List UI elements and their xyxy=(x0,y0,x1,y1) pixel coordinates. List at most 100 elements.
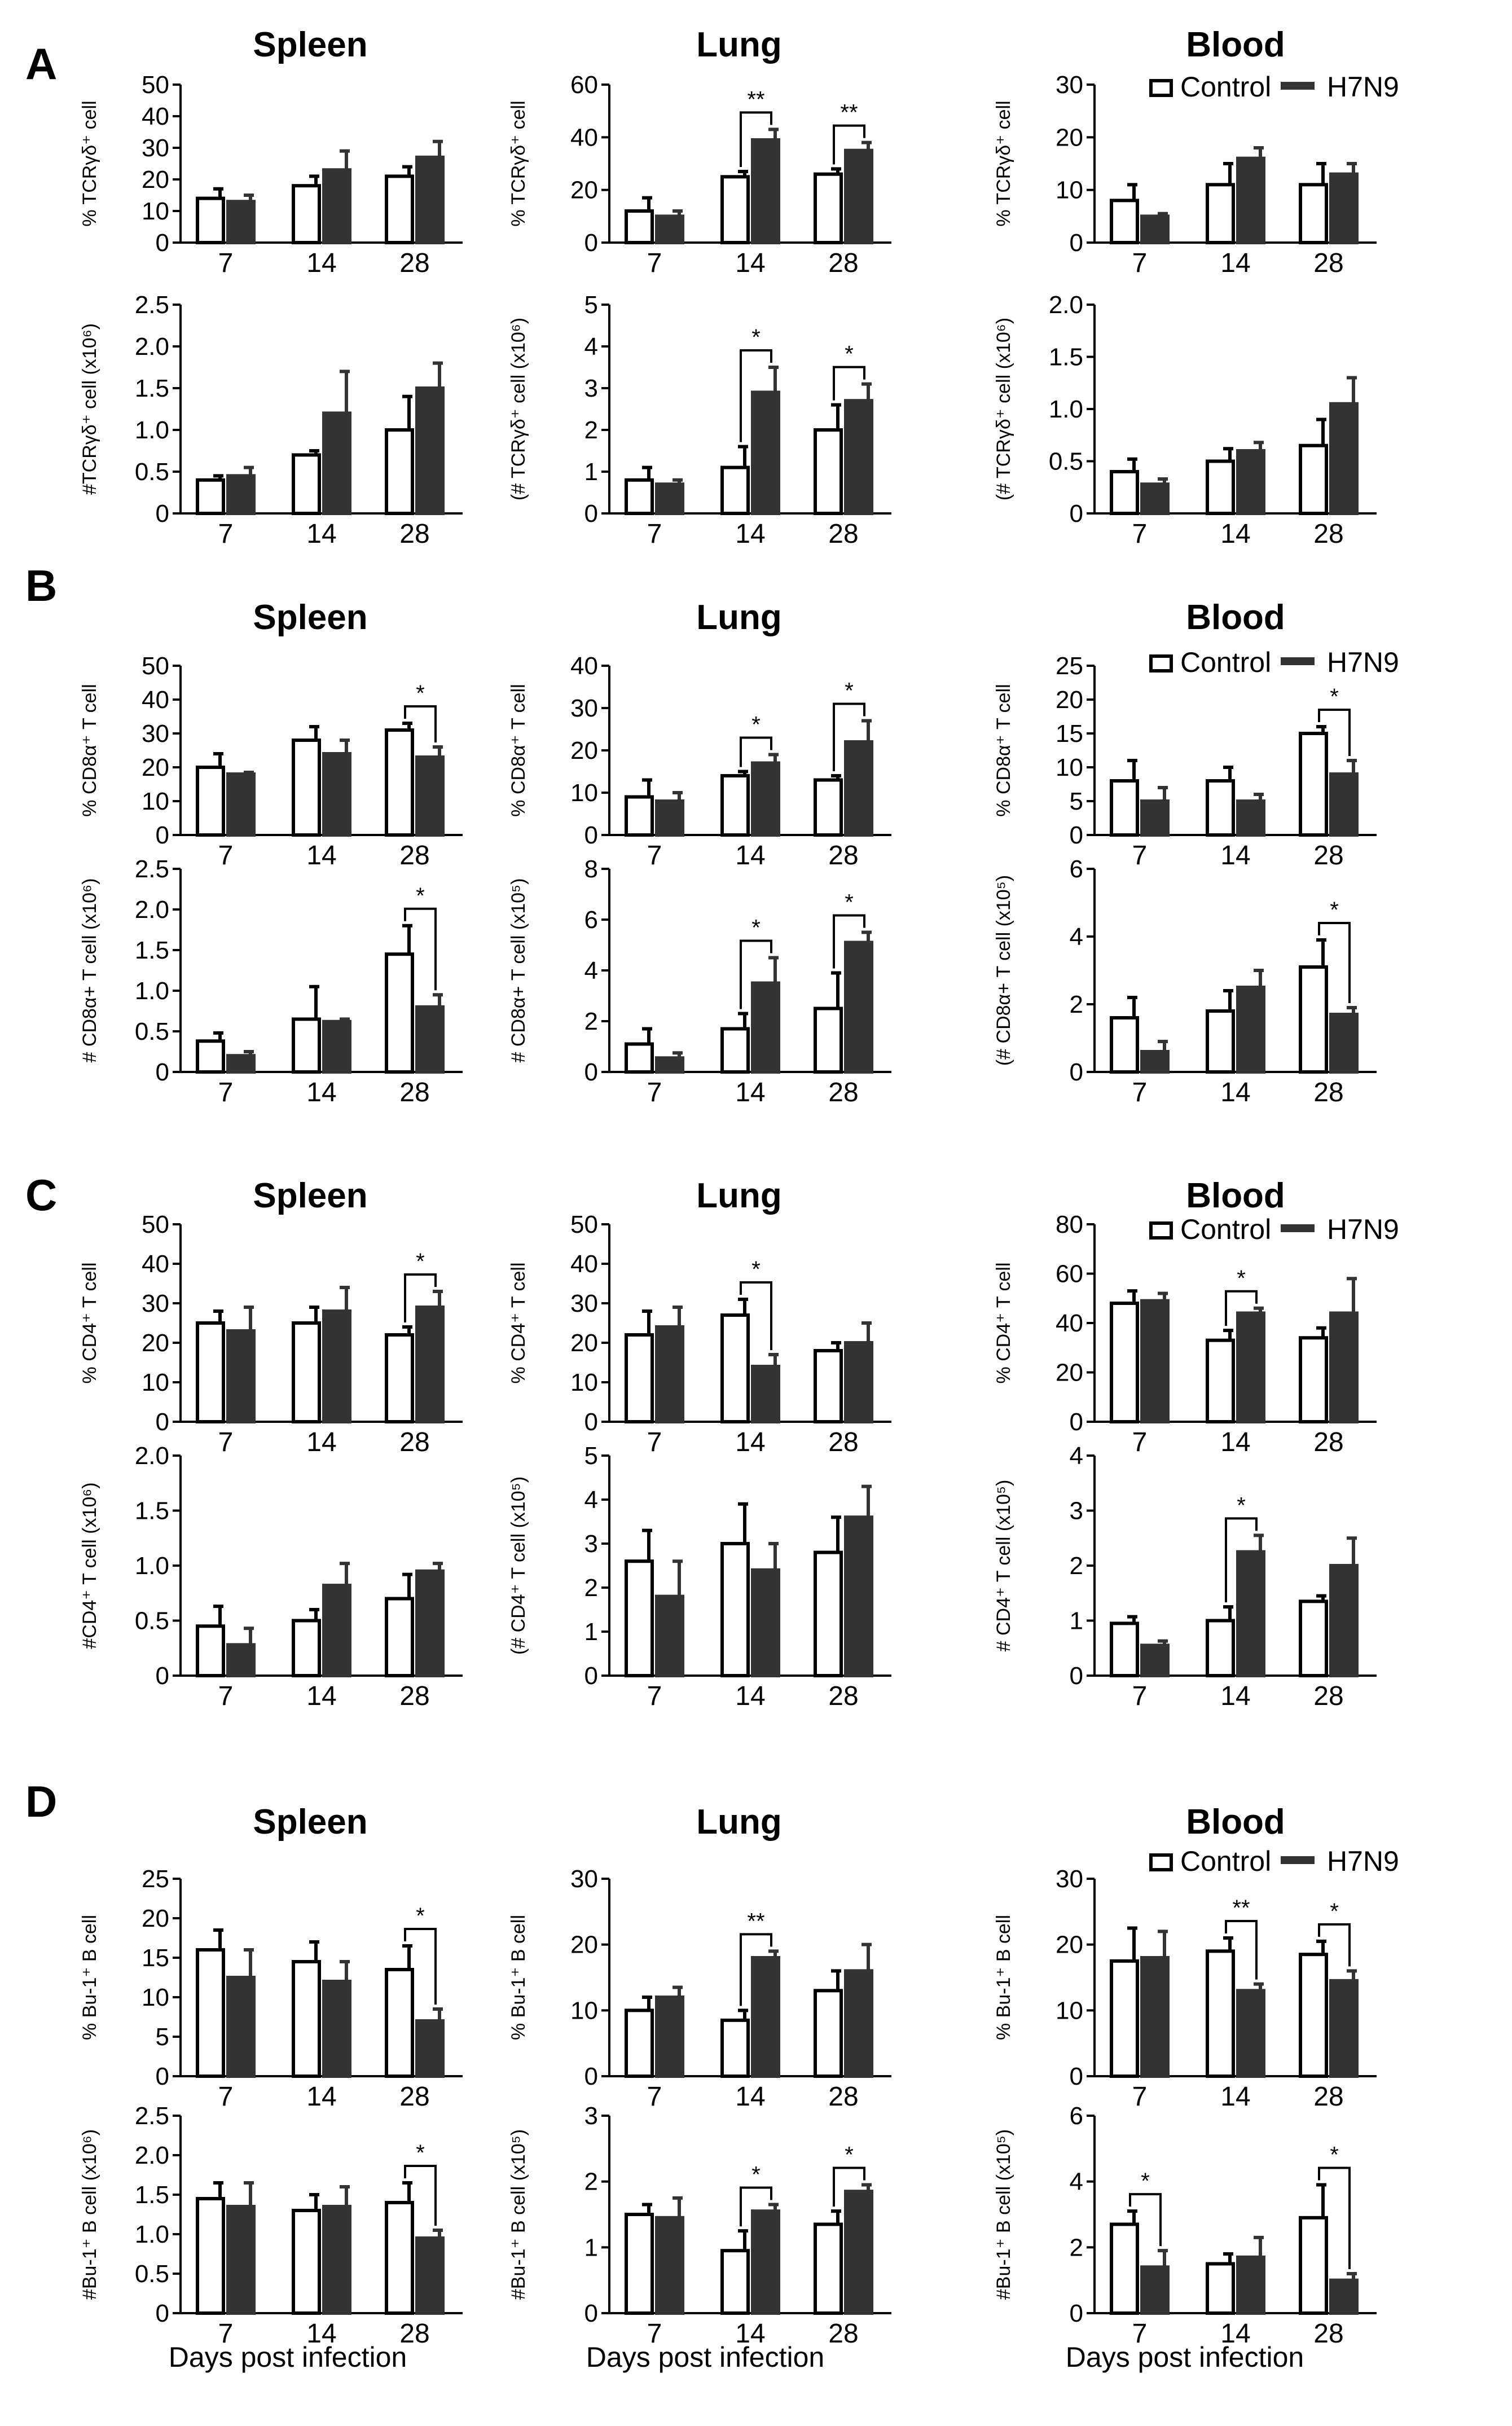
chart-C-spleen-pct: 0 10 20 30 40 50 % CD4⁺ T cell 7 14 28 * Spleen xyxy=(79,1176,463,1457)
y-tick-label: 30 xyxy=(570,1865,598,1893)
bar-h7n9 xyxy=(1329,1013,1359,1074)
bar-h7n9 xyxy=(322,1019,351,1074)
y-tick-label: 1.0 xyxy=(1049,395,1083,423)
legend-swatch-h7n9 xyxy=(1281,82,1315,90)
y-tick-label: 2.0 xyxy=(1049,291,1083,319)
significance-label: * xyxy=(1330,1899,1339,1924)
bar-control xyxy=(385,1968,414,2078)
category-label: 28 xyxy=(828,1078,858,1107)
y-axis-label: % CD8α⁺ T cell xyxy=(79,684,100,816)
bar-control xyxy=(625,795,654,837)
chart-B-lung-num: 0 2 4 6 8 # CD8α+ T cell (x10⁵) 7 14 28 * * xyxy=(508,855,891,1107)
y-tick-label: 2.5 xyxy=(135,291,169,319)
y-tick-label: 4 xyxy=(584,1486,598,1514)
bar-h7n9 xyxy=(1140,1956,1170,2078)
significance-label: * xyxy=(751,1257,761,1282)
bar-control xyxy=(196,1039,225,1074)
bar-control xyxy=(1206,183,1235,245)
significance-label: ** xyxy=(747,87,764,112)
category-label: 28 xyxy=(399,841,429,871)
significance-label: * xyxy=(1237,1493,1246,1518)
y-tick-label: 0 xyxy=(156,1408,169,1436)
significance-label: * xyxy=(751,2163,761,2187)
y-tick-label: 25 xyxy=(142,1865,169,1893)
category-label: 28 xyxy=(1313,519,1343,549)
significance-bracket xyxy=(1225,1517,1258,1603)
category-label: 14 xyxy=(306,1427,336,1457)
significance-bracket xyxy=(404,2165,437,2226)
y-tick-label: 0 xyxy=(584,821,598,849)
bar-control xyxy=(385,728,414,837)
y-tick-label: 20 xyxy=(570,737,598,764)
x-axis-title: Days post infection xyxy=(586,2341,824,2373)
category-label: 7 xyxy=(1132,2082,1148,2112)
bar-control xyxy=(625,2009,654,2078)
category-label: 28 xyxy=(399,1427,429,1457)
significance-label: * xyxy=(1141,2169,1150,2194)
bar-control xyxy=(814,1989,843,2078)
column-title: Spleen xyxy=(253,1176,367,1215)
category-label: 14 xyxy=(1220,2082,1250,2112)
y-tick-label: 30 xyxy=(1056,71,1083,99)
legend-label-control: Control xyxy=(1180,1845,1271,1877)
category-label: 28 xyxy=(828,1681,858,1711)
y-tick-label: 2 xyxy=(584,1008,598,1035)
significance-label: * xyxy=(845,342,854,367)
bar-h7n9 xyxy=(655,1056,684,1074)
chart-D-lung-num: 0 1 2 3 #Bu-1⁺ B cell (x10⁵) 7 14 28 * * Days post… xyxy=(508,2102,891,2373)
bar-h7n9 xyxy=(226,474,256,516)
category-label: 7 xyxy=(647,1681,662,1711)
y-tick-label: 0 xyxy=(1070,229,1083,257)
chart-A-blood-pct: 0 10 20 30 % TCRγδ⁺ cell 7 14 28 Blood Control H7N… xyxy=(993,25,1399,278)
bar-h7n9 xyxy=(1329,1979,1359,2078)
category-label: 14 xyxy=(1220,519,1250,549)
y-tick-label: 5 xyxy=(584,291,598,319)
bar-h7n9 xyxy=(415,2019,445,2078)
significance-label: * xyxy=(751,713,761,737)
significance-label: * xyxy=(416,1904,425,1928)
y-tick-label: 10 xyxy=(142,1369,169,1396)
bar-h7n9 xyxy=(751,981,780,1074)
bar-h7n9 xyxy=(226,1643,256,1677)
y-tick-label: 0.5 xyxy=(1049,448,1083,476)
bar-control xyxy=(1110,1959,1139,2078)
bar-control xyxy=(720,774,750,837)
column-title: Lung xyxy=(696,1176,782,1215)
panel-letter-d: D xyxy=(25,1777,57,1826)
bar-control xyxy=(720,1313,750,1423)
y-tick-label: 0 xyxy=(584,2300,598,2327)
category-label: 14 xyxy=(735,248,765,278)
legend-label-control: Control xyxy=(1180,1214,1271,1245)
y-tick-label: 20 xyxy=(142,166,169,194)
y-tick-label: 15 xyxy=(1056,720,1083,748)
significance-label: * xyxy=(416,1249,425,1274)
y-tick-label: 1.5 xyxy=(135,2181,169,2209)
y-tick-label: 1 xyxy=(1070,1607,1083,1635)
y-axis-label: (# TCRγδ⁺ cell (x10⁶) xyxy=(993,318,1014,500)
y-tick-label: 3 xyxy=(584,375,598,402)
y-tick-label: 6 xyxy=(1070,855,1083,883)
bar-control xyxy=(1110,2222,1139,2315)
y-tick-label: 30 xyxy=(142,134,169,162)
bar-control xyxy=(1206,1338,1235,1423)
y-axis-label: #Bu-1⁺ B cell (x10⁵) xyxy=(993,2129,1014,2300)
bar-control xyxy=(196,2197,225,2315)
bar-control xyxy=(720,2018,750,2078)
category-label: 28 xyxy=(1313,248,1343,278)
bar-h7n9 xyxy=(1329,402,1359,515)
significance-label: * xyxy=(845,890,854,915)
y-tick-label: 0 xyxy=(1070,500,1083,528)
bar-control xyxy=(1110,199,1139,245)
bar-control xyxy=(292,184,321,245)
chart-A-lung-pct: 0 20 40 60 % TCRγδ⁺ cell 7 14 28 ** ** Lung xyxy=(508,25,891,278)
chart-D-spleen-num: 0 0.5 1.0 1.5 2.0 2.5 #Bu-1⁺ B cell (x10⁶) 7 14 2… xyxy=(79,2102,463,2373)
legend-swatch-h7n9 xyxy=(1281,1856,1315,1864)
significance-label: * xyxy=(751,325,761,350)
y-axis-label: (# TCRγδ⁺ cell (x10⁶) xyxy=(508,318,529,500)
bar-control xyxy=(1299,732,1328,837)
significance-bracket xyxy=(1225,1920,1258,1980)
y-tick-label: 30 xyxy=(570,1290,598,1317)
y-tick-label: 0.5 xyxy=(135,1607,169,1635)
legend-label-control: Control xyxy=(1180,71,1271,103)
